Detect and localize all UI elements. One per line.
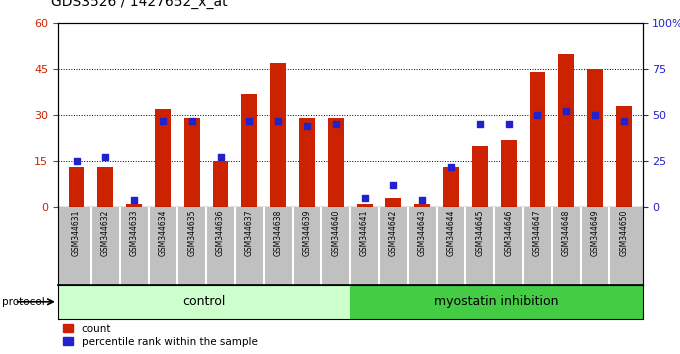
Text: GDS3526 / 1427652_x_at: GDS3526 / 1427652_x_at — [51, 0, 228, 9]
Text: GSM344646: GSM344646 — [504, 210, 513, 256]
Text: GSM344631: GSM344631 — [72, 210, 81, 256]
Point — [186, 118, 197, 124]
Bar — [500, 139, 517, 207]
Bar — [386, 198, 401, 207]
Bar — [414, 204, 430, 207]
Legend: count, percentile rank within the sample: count, percentile rank within the sample — [63, 324, 258, 347]
Point — [215, 155, 226, 160]
Bar — [472, 146, 488, 207]
Bar — [126, 204, 142, 207]
Point — [590, 112, 600, 118]
Text: myostatin inhibition: myostatin inhibition — [434, 295, 559, 308]
Point — [417, 197, 428, 202]
Bar — [350, 285, 643, 319]
Point — [244, 118, 255, 124]
Text: GSM344645: GSM344645 — [475, 210, 484, 256]
Point — [129, 197, 139, 202]
Text: protocol: protocol — [2, 297, 45, 307]
Bar — [270, 63, 286, 207]
Bar — [97, 167, 114, 207]
Point — [71, 158, 82, 164]
Text: GSM344641: GSM344641 — [360, 210, 369, 256]
Point — [100, 155, 111, 160]
Point — [359, 195, 370, 201]
Text: GSM344650: GSM344650 — [619, 210, 628, 256]
Text: GSM344643: GSM344643 — [418, 210, 427, 256]
Point — [618, 118, 629, 124]
Bar — [616, 106, 632, 207]
Text: GSM344636: GSM344636 — [216, 210, 225, 256]
Bar — [587, 69, 603, 207]
Bar — [58, 285, 350, 319]
Text: GSM344642: GSM344642 — [389, 210, 398, 256]
Text: GSM344647: GSM344647 — [533, 210, 542, 256]
Text: GSM344649: GSM344649 — [590, 210, 600, 256]
Text: GSM344634: GSM344634 — [158, 210, 167, 256]
Point — [532, 112, 543, 118]
Text: GSM344648: GSM344648 — [562, 210, 571, 256]
Bar — [328, 118, 343, 207]
Point — [301, 123, 312, 129]
Point — [561, 109, 572, 114]
Point — [445, 164, 456, 170]
Bar — [155, 109, 171, 207]
Bar — [213, 161, 228, 207]
Text: GSM344632: GSM344632 — [101, 210, 110, 256]
Text: GSM344644: GSM344644 — [447, 210, 456, 256]
Bar — [357, 204, 373, 207]
Point — [475, 121, 486, 127]
Text: GSM344637: GSM344637 — [245, 210, 254, 256]
Text: GSM344635: GSM344635 — [187, 210, 197, 256]
Bar — [241, 93, 257, 207]
Bar — [530, 72, 545, 207]
Text: GSM344640: GSM344640 — [331, 210, 340, 256]
Text: GSM344639: GSM344639 — [303, 210, 311, 256]
Point — [388, 182, 399, 188]
Text: control: control — [182, 295, 226, 308]
Point — [503, 121, 514, 127]
Point — [158, 118, 169, 124]
Text: GSM344633: GSM344633 — [130, 210, 139, 256]
Point — [330, 121, 341, 127]
Bar — [558, 54, 574, 207]
Bar — [184, 118, 200, 207]
Bar — [443, 167, 459, 207]
Bar — [299, 118, 315, 207]
Point — [273, 118, 284, 124]
Text: GSM344638: GSM344638 — [273, 210, 283, 256]
Bar — [69, 167, 84, 207]
